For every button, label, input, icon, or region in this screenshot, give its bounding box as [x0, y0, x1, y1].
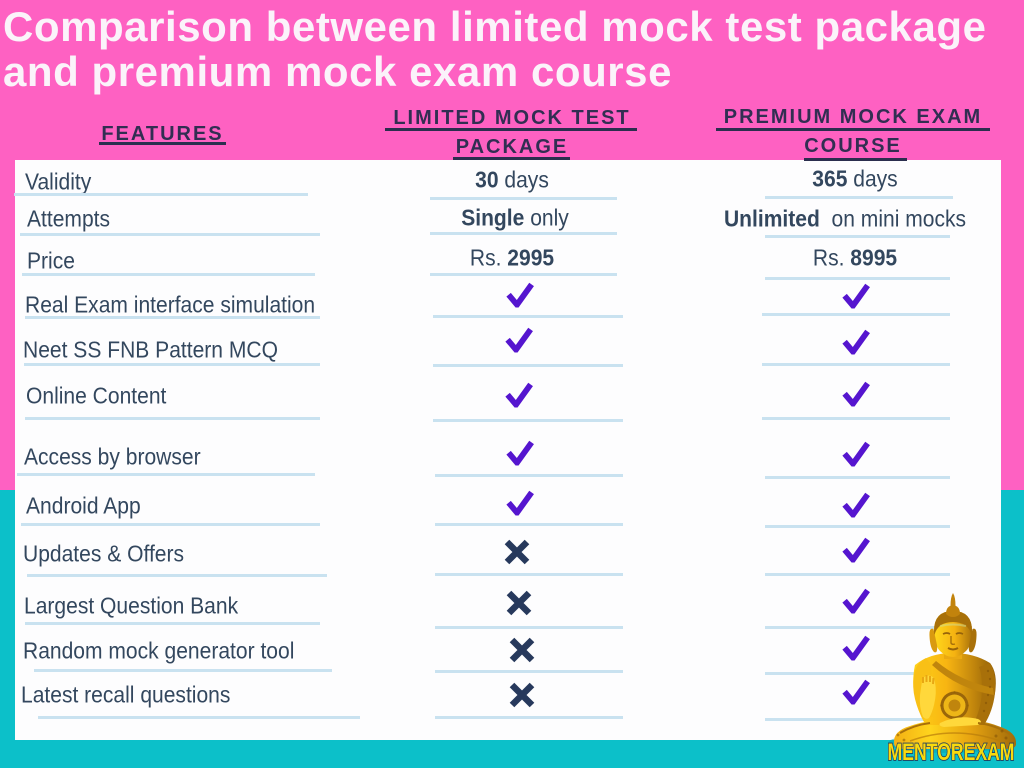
svg-text:MENTOREXAM: MENTOREXAM: [888, 739, 1015, 766]
